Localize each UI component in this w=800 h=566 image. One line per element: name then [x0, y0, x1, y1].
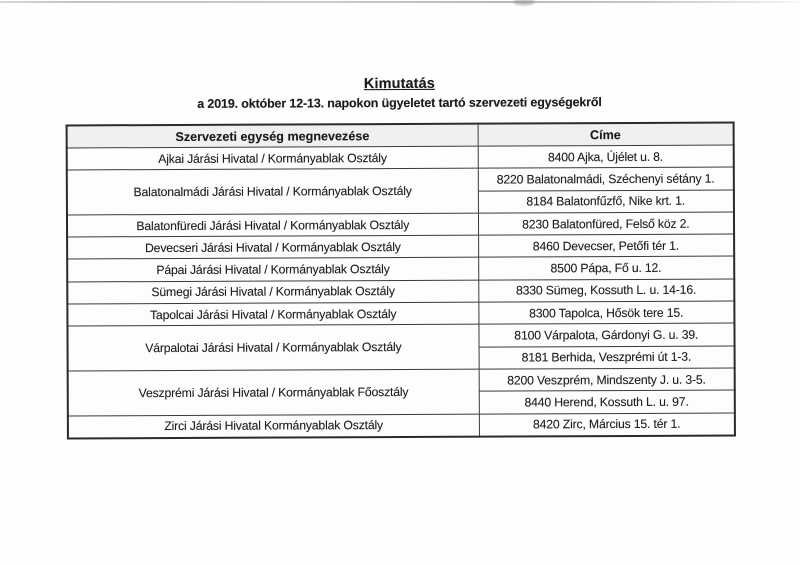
column-header-unit: Szervezeti egység megnevezése: [66, 123, 479, 148]
document-content: Kimutatás a 2019. október 12-13. napokon…: [65, 75, 736, 440]
table-row: Tapolcai Járási Hivatal / Kormányablak O…: [66, 301, 734, 327]
address-cell: 8220 Balatonalmádi, Széchenyi sétány 1.: [478, 167, 734, 191]
address-cell: 8400 Ajka, Újélet u. 8.: [478, 145, 734, 169]
unit-name-cell: Balatonfüredi Járási Hivatal / Kormányab…: [66, 213, 479, 238]
unit-name-cell: Várpalotai Járási Hivatal / Kormányablak…: [66, 324, 480, 371]
address-cell: 8100 Várpalota, Gárdonyi G. u. 39.: [478, 323, 735, 347]
unit-name-cell: Pápai Járási Hivatal / Kormányablak Oszt…: [66, 257, 479, 282]
table-row: Várpalotai Járási Hivatal / Kormányablak…: [66, 323, 735, 371]
table-row: Pápai Járási Hivatal / Kormányablak Oszt…: [66, 256, 734, 282]
address-cell: 8420 Zirc, Március 15. tér 1.: [479, 412, 735, 437]
table-row: Zirci Járási Hivatal Kormányablak Osztál…: [67, 412, 735, 439]
table-row: Balatonalmádi Járási Hivatal / Kormányab…: [66, 167, 734, 215]
table-header-row: Szervezeti egység megnevezése Címe: [66, 122, 734, 148]
address-cell: 8500 Pápa, Fő u. 12.: [478, 256, 734, 280]
address-cell: 8330 Sümeg, Kossuth L. u. 14-16.: [478, 278, 734, 303]
unit-name-cell: Balatonalmádi Járási Hivatal / Kormányab…: [66, 168, 479, 215]
table-row: Veszprémi Járási Hivatal / Kormányablak …: [67, 368, 735, 416]
unit-name-cell: Ajkai Járási Hivatal / Kormányablak Oszt…: [66, 146, 479, 171]
table-row: Sümegi Járási Hivatal / Kormányablak Osz…: [66, 278, 734, 305]
column-header-address: Címe: [478, 122, 734, 147]
document-subtitle: a 2019. október 12-13. napokon ügyeletet…: [197, 95, 602, 111]
table-row: Ajkai Járási Hivatal / Kormányablak Oszt…: [66, 145, 734, 171]
address-cell: 8200 Veszprém, Mindszenty J. u. 3-5.: [479, 368, 735, 392]
scan-edge-artifact: [0, 1, 800, 3]
address-cell: 8230 Balatonfüred, Felső köz 2.: [478, 211, 734, 236]
unit-name-cell: Tapolcai Járási Hivatal / Kormányablak O…: [66, 302, 479, 327]
address-cell: 8300 Tapolca, Hősök tere 15.: [478, 301, 734, 325]
duty-units-table: Szervezeti egység megnevezése Címe Ajkai…: [65, 121, 736, 440]
unit-name-cell: Sümegi Járási Hivatal / Kormányablak Osz…: [66, 279, 479, 305]
address-cell: 8181 Berhida, Veszprémi út 1-3.: [479, 345, 735, 370]
address-cell: 8184 Balatonfűzfő, Nike krt. 1.: [478, 189, 734, 214]
unit-name-cell: Zirci Járási Hivatal Kormányablak Osztál…: [67, 413, 480, 439]
table-row: Balatonfüredi Járási Hivatal / Kormányab…: [66, 211, 734, 238]
document-title: Kimutatás: [363, 75, 435, 93]
address-cell: 8460 Devecser, Petőfi tér 1.: [478, 234, 734, 258]
scan-smudge-artifact: [514, 0, 534, 5]
unit-name-cell: Veszprémi Járási Hivatal / Kormányablak …: [67, 369, 480, 416]
unit-name-cell: Devecseri Járási Hivatal / Kormányablak …: [66, 235, 479, 260]
table-row: Devecseri Járási Hivatal / Kormányablak …: [66, 234, 734, 260]
address-cell: 8440 Herend, Kossuth L. u. 97.: [479, 390, 735, 414]
